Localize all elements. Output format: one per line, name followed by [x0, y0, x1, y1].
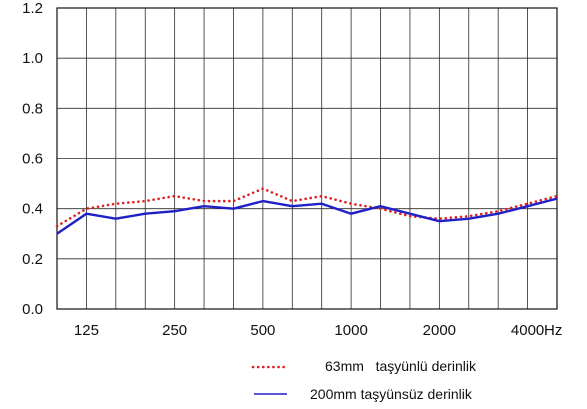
x-tick-label: 2000 — [423, 322, 456, 339]
x-tick-labels: 125 250 500 1000 2000 4000 — [74, 322, 544, 339]
series-line-dotted — [55, 187, 559, 228]
x-tick-label: 500 — [250, 322, 275, 339]
y-tick-label: 1.2 — [22, 0, 43, 17]
plot-border — [56, 7, 558, 310]
legend: 63mm taşyünlü derinlik 200mm taşyünsüz d… — [251, 358, 477, 402]
y-tick-label: 0.2 — [22, 251, 43, 268]
y-tick-label: 0.4 — [22, 201, 43, 218]
y-tick-label: 0.8 — [22, 100, 43, 117]
y-tick-labels: 0.0 0.2 0.4 0.6 0.8 1.0 1.2 — [22, 0, 43, 318]
x-tick-label: 1000 — [334, 322, 367, 339]
x-axis-unit: Hz — [544, 322, 562, 339]
y-tick-label: 0.0 — [22, 301, 43, 318]
y-tick-label: 1.0 — [22, 50, 43, 67]
x-tick-label: 250 — [162, 322, 187, 339]
legend-entry-dotted: 63mm taşyünlü derinlik — [251, 358, 477, 374]
series-line-solid — [56, 197, 558, 235]
legend-label-200mm: 200mm taşyünsüz derinlik — [310, 386, 473, 402]
series-lines — [55, 187, 559, 235]
legend-entry-solid: 200mm taşyünsüz derinlik — [254, 386, 473, 402]
plot-frame — [56, 7, 558, 310]
x-tick-label: 4000 — [511, 322, 544, 339]
chart-grid — [56, 7, 558, 310]
legend-label-63mm: 63mm taşyünlü derinlik — [325, 358, 477, 374]
y-tick-label: 0.6 — [22, 151, 43, 168]
x-tick-label: 125 — [74, 322, 99, 339]
